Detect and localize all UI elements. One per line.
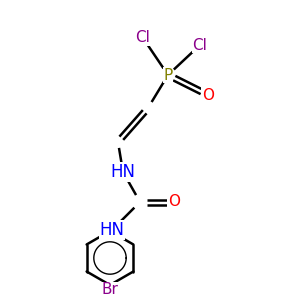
Text: HN: HN	[110, 163, 136, 181]
Text: HN: HN	[100, 221, 124, 239]
Text: P: P	[164, 68, 172, 82]
Text: O: O	[168, 194, 180, 209]
Text: Br: Br	[102, 283, 118, 298]
Text: O: O	[202, 88, 214, 103]
Text: Cl: Cl	[193, 38, 207, 52]
Text: Cl: Cl	[136, 31, 150, 46]
